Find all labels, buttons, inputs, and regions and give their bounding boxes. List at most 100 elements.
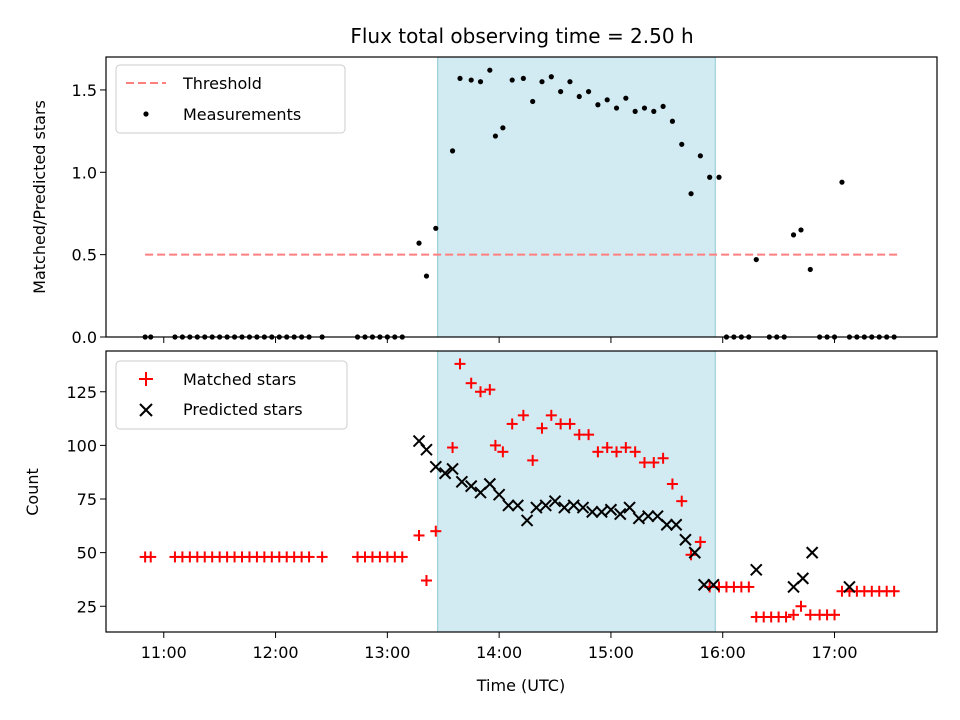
matched-stars-point — [573, 429, 585, 441]
matched-stars-point — [795, 600, 807, 612]
predicted-stars-point — [530, 501, 543, 514]
panel-bottom: 25 50 75 100 125 11:00 12:00 13:00 14:00 15:00 16… — [23, 350, 938, 695]
matched-stars-point — [829, 609, 841, 621]
matched-stars-point — [489, 439, 501, 451]
measurement-point — [487, 67, 493, 73]
measurement-point — [798, 227, 804, 233]
matched-stars-point — [666, 478, 678, 490]
measurement-point — [520, 75, 526, 82]
x-tick-label: 11:00 — [141, 643, 187, 662]
y-tick-label: 1.5 — [72, 81, 97, 100]
predicted-stars-point — [492, 488, 506, 501]
x-ticks-bottom: 11:00 12:00 13:00 14:00 15:00 16:00 17:00 — [141, 632, 858, 662]
legend-bottom: Matched stars Predicted stars — [115, 360, 348, 430]
measurement-point — [423, 273, 430, 279]
x-tick-label: 16:00 — [700, 643, 746, 662]
matched-stars-point — [676, 495, 688, 507]
x-tick-label: 17:00 — [811, 643, 857, 662]
measurement-point — [595, 102, 601, 108]
predicted-stars-point — [707, 578, 720, 592]
matched-stars-point — [638, 457, 650, 469]
y-tick-label: 50 — [77, 544, 97, 563]
measurement-point — [660, 103, 666, 110]
predicted-stars-point — [567, 499, 580, 512]
matched-stars-point — [888, 585, 900, 597]
legend-matched-swatch — [139, 372, 153, 386]
x-tick-label: 15:00 — [588, 643, 634, 662]
predicted-stars-point — [688, 546, 701, 559]
matched-stars-point — [545, 409, 557, 421]
measurement-point — [707, 174, 713, 180]
measurement-point — [753, 256, 759, 263]
measurement-point — [632, 108, 638, 114]
matched-stars-point — [601, 442, 613, 454]
predicted-stars-point — [586, 505, 599, 519]
x-tick-label: 13:00 — [364, 643, 410, 662]
matched-stars-point — [564, 418, 576, 430]
predicted-stars-point — [595, 505, 608, 519]
matched-stars-point — [145, 551, 157, 563]
measurement-point — [623, 95, 629, 101]
legend-top: Threshold Measurements — [115, 64, 346, 134]
matched-stars-point — [454, 358, 466, 370]
predicted-stars-point — [614, 507, 627, 521]
predicted-stars-point — [660, 518, 674, 531]
axes-frame-bottom — [105, 350, 938, 633]
matched-stars-point — [555, 418, 567, 430]
predicted-stars-point — [446, 462, 459, 476]
y-tick-label: 0.5 — [72, 246, 97, 265]
legend-measurements-swatch — [143, 111, 149, 117]
panel-top: 0.0 0.5 1.0 1.5 Matched/Predicted stars Thr… — [30, 56, 938, 347]
matched-stars-point — [420, 575, 432, 587]
y-tick-label: 125 — [66, 383, 97, 402]
predicted-stars-point — [697, 578, 711, 592]
measurement-point — [477, 79, 484, 85]
y-tick-label: 75 — [77, 490, 97, 509]
measurement-point — [790, 232, 797, 238]
matched-stars-point — [475, 386, 487, 398]
matched-stars-point — [592, 446, 604, 458]
legend-threshold-label: Threshold — [182, 74, 262, 93]
measurement-point — [576, 93, 582, 100]
measurement-point — [669, 118, 676, 124]
matched-stars-point — [536, 422, 548, 434]
matched-stars-point — [694, 536, 706, 548]
measurement-point — [548, 74, 554, 80]
predicted-stars-point — [520, 514, 534, 527]
matched-stars-point — [583, 429, 595, 441]
matched-stars-point — [506, 418, 518, 430]
measurement-point — [585, 88, 592, 95]
measurement-point — [679, 141, 685, 147]
measurement-point — [492, 133, 499, 139]
matched-stars-point — [527, 454, 539, 466]
matched-stars-point — [303, 551, 315, 563]
predicted-stars-point — [576, 501, 590, 514]
measurement-point — [567, 79, 573, 85]
measurement-point — [604, 97, 610, 103]
matched-stars-point — [517, 409, 529, 421]
predicted-stars-point — [420, 443, 433, 456]
predicted-stars-point — [539, 499, 552, 512]
matched-stars-point — [497, 446, 509, 458]
predicted-stars-point — [548, 494, 562, 508]
matched-stars-point — [685, 549, 697, 561]
measurement-point — [839, 179, 845, 185]
matched-stars-point — [611, 446, 623, 458]
matched-stars-point — [447, 442, 459, 454]
y-axis-label-top: Matched/Predicted stars — [30, 100, 49, 294]
legend-predicted-label: Predicted stars — [183, 400, 303, 419]
matched-stars-point — [629, 446, 641, 458]
measurement-point — [613, 105, 620, 111]
y-tick-label: 1.0 — [72, 163, 97, 182]
legend-matched-label: Matched stars — [183, 370, 296, 389]
matched-stars-point — [316, 551, 328, 563]
measurement-point — [433, 225, 439, 231]
predicted-stars-point — [843, 580, 856, 594]
predicted-stars-point — [641, 509, 655, 523]
measurement-point — [558, 88, 564, 95]
predicted-stars-point — [796, 572, 810, 585]
predicted-stars-point — [669, 518, 683, 531]
y-ticks-top: 0.0 0.5 1.0 1.5 — [72, 81, 106, 347]
measurement-point — [539, 79, 545, 85]
